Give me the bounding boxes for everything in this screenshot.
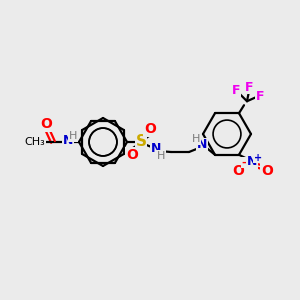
Text: H: H [69, 131, 77, 141]
Text: S: S [136, 134, 146, 149]
Text: O: O [126, 148, 138, 162]
Text: N: N [197, 139, 207, 152]
Text: N: N [247, 155, 257, 168]
Text: F: F [232, 84, 240, 97]
Text: O: O [144, 122, 156, 136]
Text: N: N [63, 134, 73, 148]
Text: O: O [40, 117, 52, 131]
Text: H: H [157, 151, 165, 161]
Text: F: F [245, 81, 253, 94]
Text: O: O [261, 164, 273, 178]
Text: -: - [242, 158, 246, 168]
Text: F: F [256, 90, 264, 103]
Text: +: + [254, 153, 262, 163]
Text: N: N [151, 142, 161, 155]
Text: CH₃: CH₃ [25, 137, 45, 147]
Text: O: O [232, 164, 244, 178]
Text: H: H [192, 134, 200, 144]
